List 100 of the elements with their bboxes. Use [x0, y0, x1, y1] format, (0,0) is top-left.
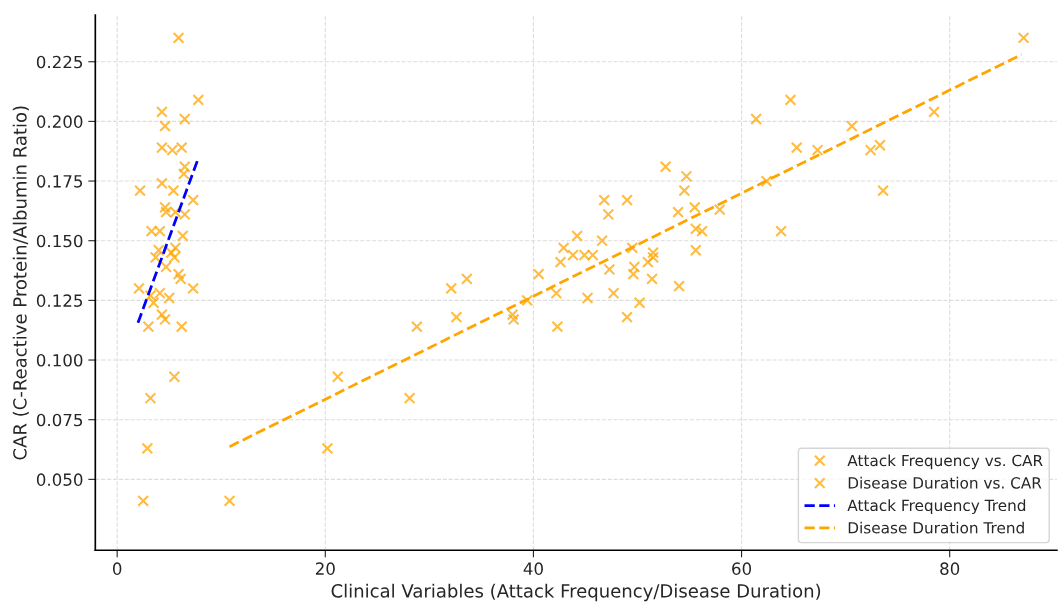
point — [790, 141, 803, 154]
point — [598, 194, 611, 207]
point — [672, 206, 685, 219]
point — [621, 311, 634, 324]
y-tick-label: 0.225 — [36, 55, 83, 69]
x-tick-label: 60 — [732, 562, 752, 575]
y-tick-label: 0.175 — [36, 175, 83, 188]
point — [321, 442, 334, 455]
point — [155, 105, 168, 118]
point — [554, 256, 567, 269]
point — [507, 313, 520, 326]
y-tick-label: 0.100 — [36, 354, 83, 367]
point — [551, 320, 564, 333]
x-tick-label: 20 — [315, 562, 335, 575]
point — [621, 194, 634, 207]
point — [760, 175, 773, 188]
point — [172, 268, 185, 281]
point — [550, 287, 563, 300]
point — [928, 105, 941, 118]
point — [689, 222, 702, 235]
point — [176, 230, 189, 242]
point — [159, 201, 171, 214]
point — [680, 170, 693, 183]
point — [168, 370, 181, 383]
point — [602, 208, 615, 221]
y-tick-label: 0.125 — [36, 294, 83, 307]
point — [174, 272, 187, 285]
point — [647, 246, 660, 259]
point — [581, 292, 594, 304]
point — [141, 442, 154, 455]
point — [713, 203, 726, 216]
point — [877, 184, 890, 197]
point — [134, 184, 147, 197]
y-tick-label: 0.200 — [36, 115, 83, 128]
y-tick-label: 0.150 — [36, 234, 83, 248]
point — [628, 261, 641, 273]
y-tick-label: 0.075 — [36, 413, 83, 427]
point — [445, 282, 458, 295]
point — [163, 292, 176, 304]
point — [223, 494, 236, 507]
point — [147, 296, 160, 309]
point — [874, 139, 886, 152]
point — [532, 268, 545, 281]
point — [775, 225, 788, 238]
y-tick-label: 0.050 — [36, 473, 83, 486]
point — [811, 144, 824, 156]
point — [460, 272, 473, 285]
point — [864, 144, 877, 156]
point — [331, 370, 344, 383]
point — [178, 160, 191, 173]
point — [177, 167, 190, 180]
point — [149, 251, 162, 264]
point — [678, 184, 691, 197]
point — [187, 282, 200, 295]
point — [596, 234, 609, 247]
point — [571, 230, 584, 242]
point — [557, 241, 570, 254]
point — [160, 261, 173, 273]
point — [168, 251, 181, 264]
legend-label: Attack Frequency Trend — [847, 499, 1026, 515]
point — [403, 392, 416, 405]
point — [626, 241, 639, 254]
point — [175, 320, 188, 333]
point — [155, 308, 168, 321]
x-tick-label: 0 — [112, 562, 122, 575]
point — [1017, 31, 1030, 44]
point — [659, 160, 672, 173]
point — [646, 272, 659, 285]
point — [137, 494, 150, 507]
point — [784, 93, 797, 106]
point — [187, 194, 200, 207]
point — [144, 392, 157, 405]
point — [506, 308, 519, 321]
point — [159, 120, 171, 133]
point — [450, 311, 463, 324]
point — [696, 225, 708, 238]
point — [159, 313, 171, 326]
point — [673, 280, 686, 293]
point — [627, 268, 640, 281]
point — [142, 320, 155, 333]
point — [133, 282, 145, 295]
point — [172, 31, 185, 44]
legend-label: Disease Duration vs. CAR — [848, 476, 1042, 489]
legend-label: Attack Frequency vs. CAR — [847, 454, 1043, 470]
point — [169, 241, 182, 254]
point — [410, 320, 423, 333]
point — [750, 113, 763, 125]
x-tick-label: 80 — [940, 562, 960, 575]
point — [845, 120, 858, 133]
point — [688, 201, 701, 214]
legend-label: Disease Duration Trend — [848, 521, 1024, 534]
x-axis-title: Clinical Variables (Attack Frequency/Disease Duration) — [331, 583, 821, 602]
point — [192, 93, 205, 106]
point — [689, 244, 702, 257]
point — [167, 184, 180, 197]
y-axis-title: CAR (C-Reactive Protein/Albumin Ratio) — [12, 106, 29, 460]
point — [641, 256, 654, 269]
point — [178, 113, 191, 125]
point — [155, 177, 168, 190]
point — [603, 263, 616, 276]
